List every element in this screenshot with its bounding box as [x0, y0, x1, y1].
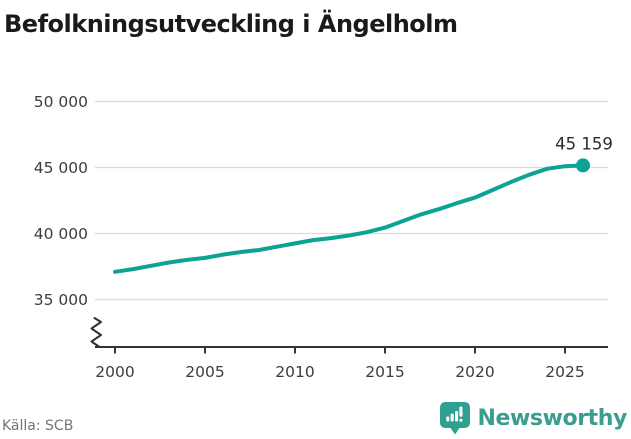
x-axis-tick-label: 2010	[275, 363, 314, 381]
end-value-label: 45 159	[555, 134, 613, 153]
chart-title: Befolkningsutveckling i Ängelholm	[4, 10, 458, 38]
x-axis-tick-label: 2015	[365, 363, 404, 381]
x-axis-tick-label: 2005	[185, 363, 224, 381]
population-line-series	[113, 163, 585, 274]
end-point-marker	[576, 158, 590, 173]
y-axis-tick-label: 40 000	[34, 225, 88, 243]
newsworthy-logo[interactable]: Newsworthy	[440, 402, 627, 435]
y-axis-tick-label: 50 000	[34, 93, 88, 111]
axis-break-icon	[90, 317, 102, 348]
y-axis-tick-label: 45 000	[34, 159, 88, 177]
y-axis-tick-label: 35 000	[34, 291, 88, 309]
newsworthy-wordmark: Newsworthy	[477, 406, 627, 431]
x-axis-tick-label: 2020	[455, 363, 494, 381]
source-attribution: Källa: SCB	[2, 418, 74, 434]
newsworthy-logo-icon	[440, 402, 471, 435]
x-axis-tick-label: 2025	[545, 363, 584, 381]
x-axis-tick-label: 2000	[95, 363, 134, 381]
